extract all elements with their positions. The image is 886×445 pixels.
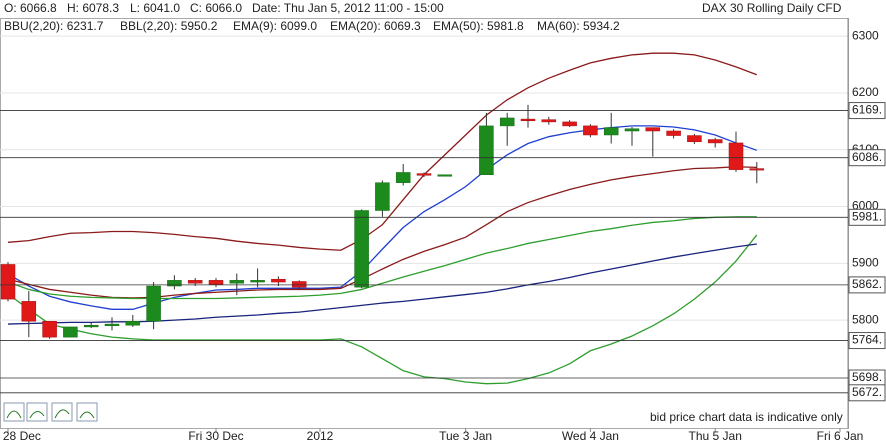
candle-body xyxy=(499,117,515,127)
level-label: 5764. xyxy=(852,333,882,347)
level-box xyxy=(848,332,886,350)
candle-body xyxy=(208,280,224,285)
y-tick-label: 5900 xyxy=(852,255,879,269)
candle-body xyxy=(437,174,453,177)
candle-body xyxy=(541,119,557,123)
plot-area xyxy=(0,18,849,429)
level-label: 6169. xyxy=(852,103,882,117)
toolbar xyxy=(3,402,98,422)
candle-body xyxy=(583,125,598,136)
candle-body xyxy=(687,135,702,143)
y-tick-label: 6300 xyxy=(852,28,879,42)
level-label: 6086. xyxy=(852,150,882,164)
candle-body xyxy=(146,285,161,322)
candle-body xyxy=(375,182,390,211)
level-label: 5862. xyxy=(852,277,882,291)
candle-body xyxy=(395,172,411,183)
candle-body xyxy=(728,142,744,170)
candle-body xyxy=(416,173,432,176)
candle-body xyxy=(250,280,265,283)
x-tick-label: Wed 28 Dec xyxy=(0,429,41,443)
candle-body xyxy=(562,121,577,127)
candle-body xyxy=(707,139,723,144)
candle-body xyxy=(63,326,78,338)
legend-entry: EMA(50): 5981.8 xyxy=(433,19,524,33)
candle-body xyxy=(666,130,681,136)
candle-body xyxy=(21,301,37,322)
candle-body xyxy=(645,127,661,132)
level-box xyxy=(848,384,886,402)
legend-entry: EMA(20): 6069.3 xyxy=(330,19,421,33)
ohlc-info: H: 6078.3 xyxy=(67,1,119,15)
footnote: bid price chart data is indicative only xyxy=(650,410,843,424)
level-box xyxy=(848,149,886,167)
indicator-line xyxy=(7,234,758,385)
y-tick-label: 5800 xyxy=(852,312,879,326)
legend-entry: BBL(2,20): 5950.2 xyxy=(120,19,218,33)
candle-body xyxy=(271,278,286,283)
x-tick-label: Wed 4 Jan xyxy=(562,429,619,443)
candle-body xyxy=(104,323,120,327)
tool-icon xyxy=(6,409,95,419)
candle-body xyxy=(83,324,99,328)
candle-body xyxy=(520,118,536,122)
candle-body xyxy=(167,280,182,287)
candle-body xyxy=(603,127,619,136)
candle-body xyxy=(354,210,369,288)
candle-body xyxy=(749,168,765,171)
level-label: 5698. xyxy=(852,370,882,384)
level-label: 5672. xyxy=(852,385,882,399)
x-tick-label: Tue 3 Jan xyxy=(439,429,492,443)
ohlc-info: Date: Thu Jan 5, 2012 11:00 - 15:00 xyxy=(252,1,444,15)
candle-body xyxy=(0,264,16,300)
candle-body xyxy=(479,125,494,175)
indicator-line xyxy=(7,216,757,300)
legend-entry: BBU(2,20): 6231.7 xyxy=(4,19,104,33)
x-tick-label: 2012 xyxy=(307,429,334,443)
level-box xyxy=(848,208,886,226)
candle-body xyxy=(42,320,57,338)
x-tick-label: Thu 5 Jan xyxy=(689,429,742,443)
candle-body xyxy=(229,280,245,284)
ohlc-info: L: 6041.0 xyxy=(130,1,180,15)
candle-body xyxy=(187,280,203,284)
candle-body xyxy=(291,281,307,288)
level-box xyxy=(848,102,886,120)
level-box xyxy=(848,276,886,294)
ohlc-info: O: 6066.8 xyxy=(4,1,57,15)
x-tick-label: Fri 6 Jan xyxy=(817,429,864,443)
x-tick-label: Fri 30 Dec xyxy=(188,429,243,443)
candle-body xyxy=(125,320,141,326)
legend-entry: MA(60): 5934.2 xyxy=(537,19,620,33)
tool-button[interactable] xyxy=(51,402,73,422)
ohlc-info: C: 6066.0 xyxy=(190,1,242,15)
level-label: 5981. xyxy=(852,209,882,223)
legend-entry: EMA(9): 6099.0 xyxy=(233,19,317,33)
indicator-line xyxy=(7,52,758,251)
tool-button[interactable] xyxy=(3,402,25,422)
y-tick-label: 6200 xyxy=(852,85,879,99)
chart-title: DAX 30 Rolling Daily CFD xyxy=(702,1,842,15)
candle-body xyxy=(624,128,640,132)
indicator-line xyxy=(7,125,758,310)
